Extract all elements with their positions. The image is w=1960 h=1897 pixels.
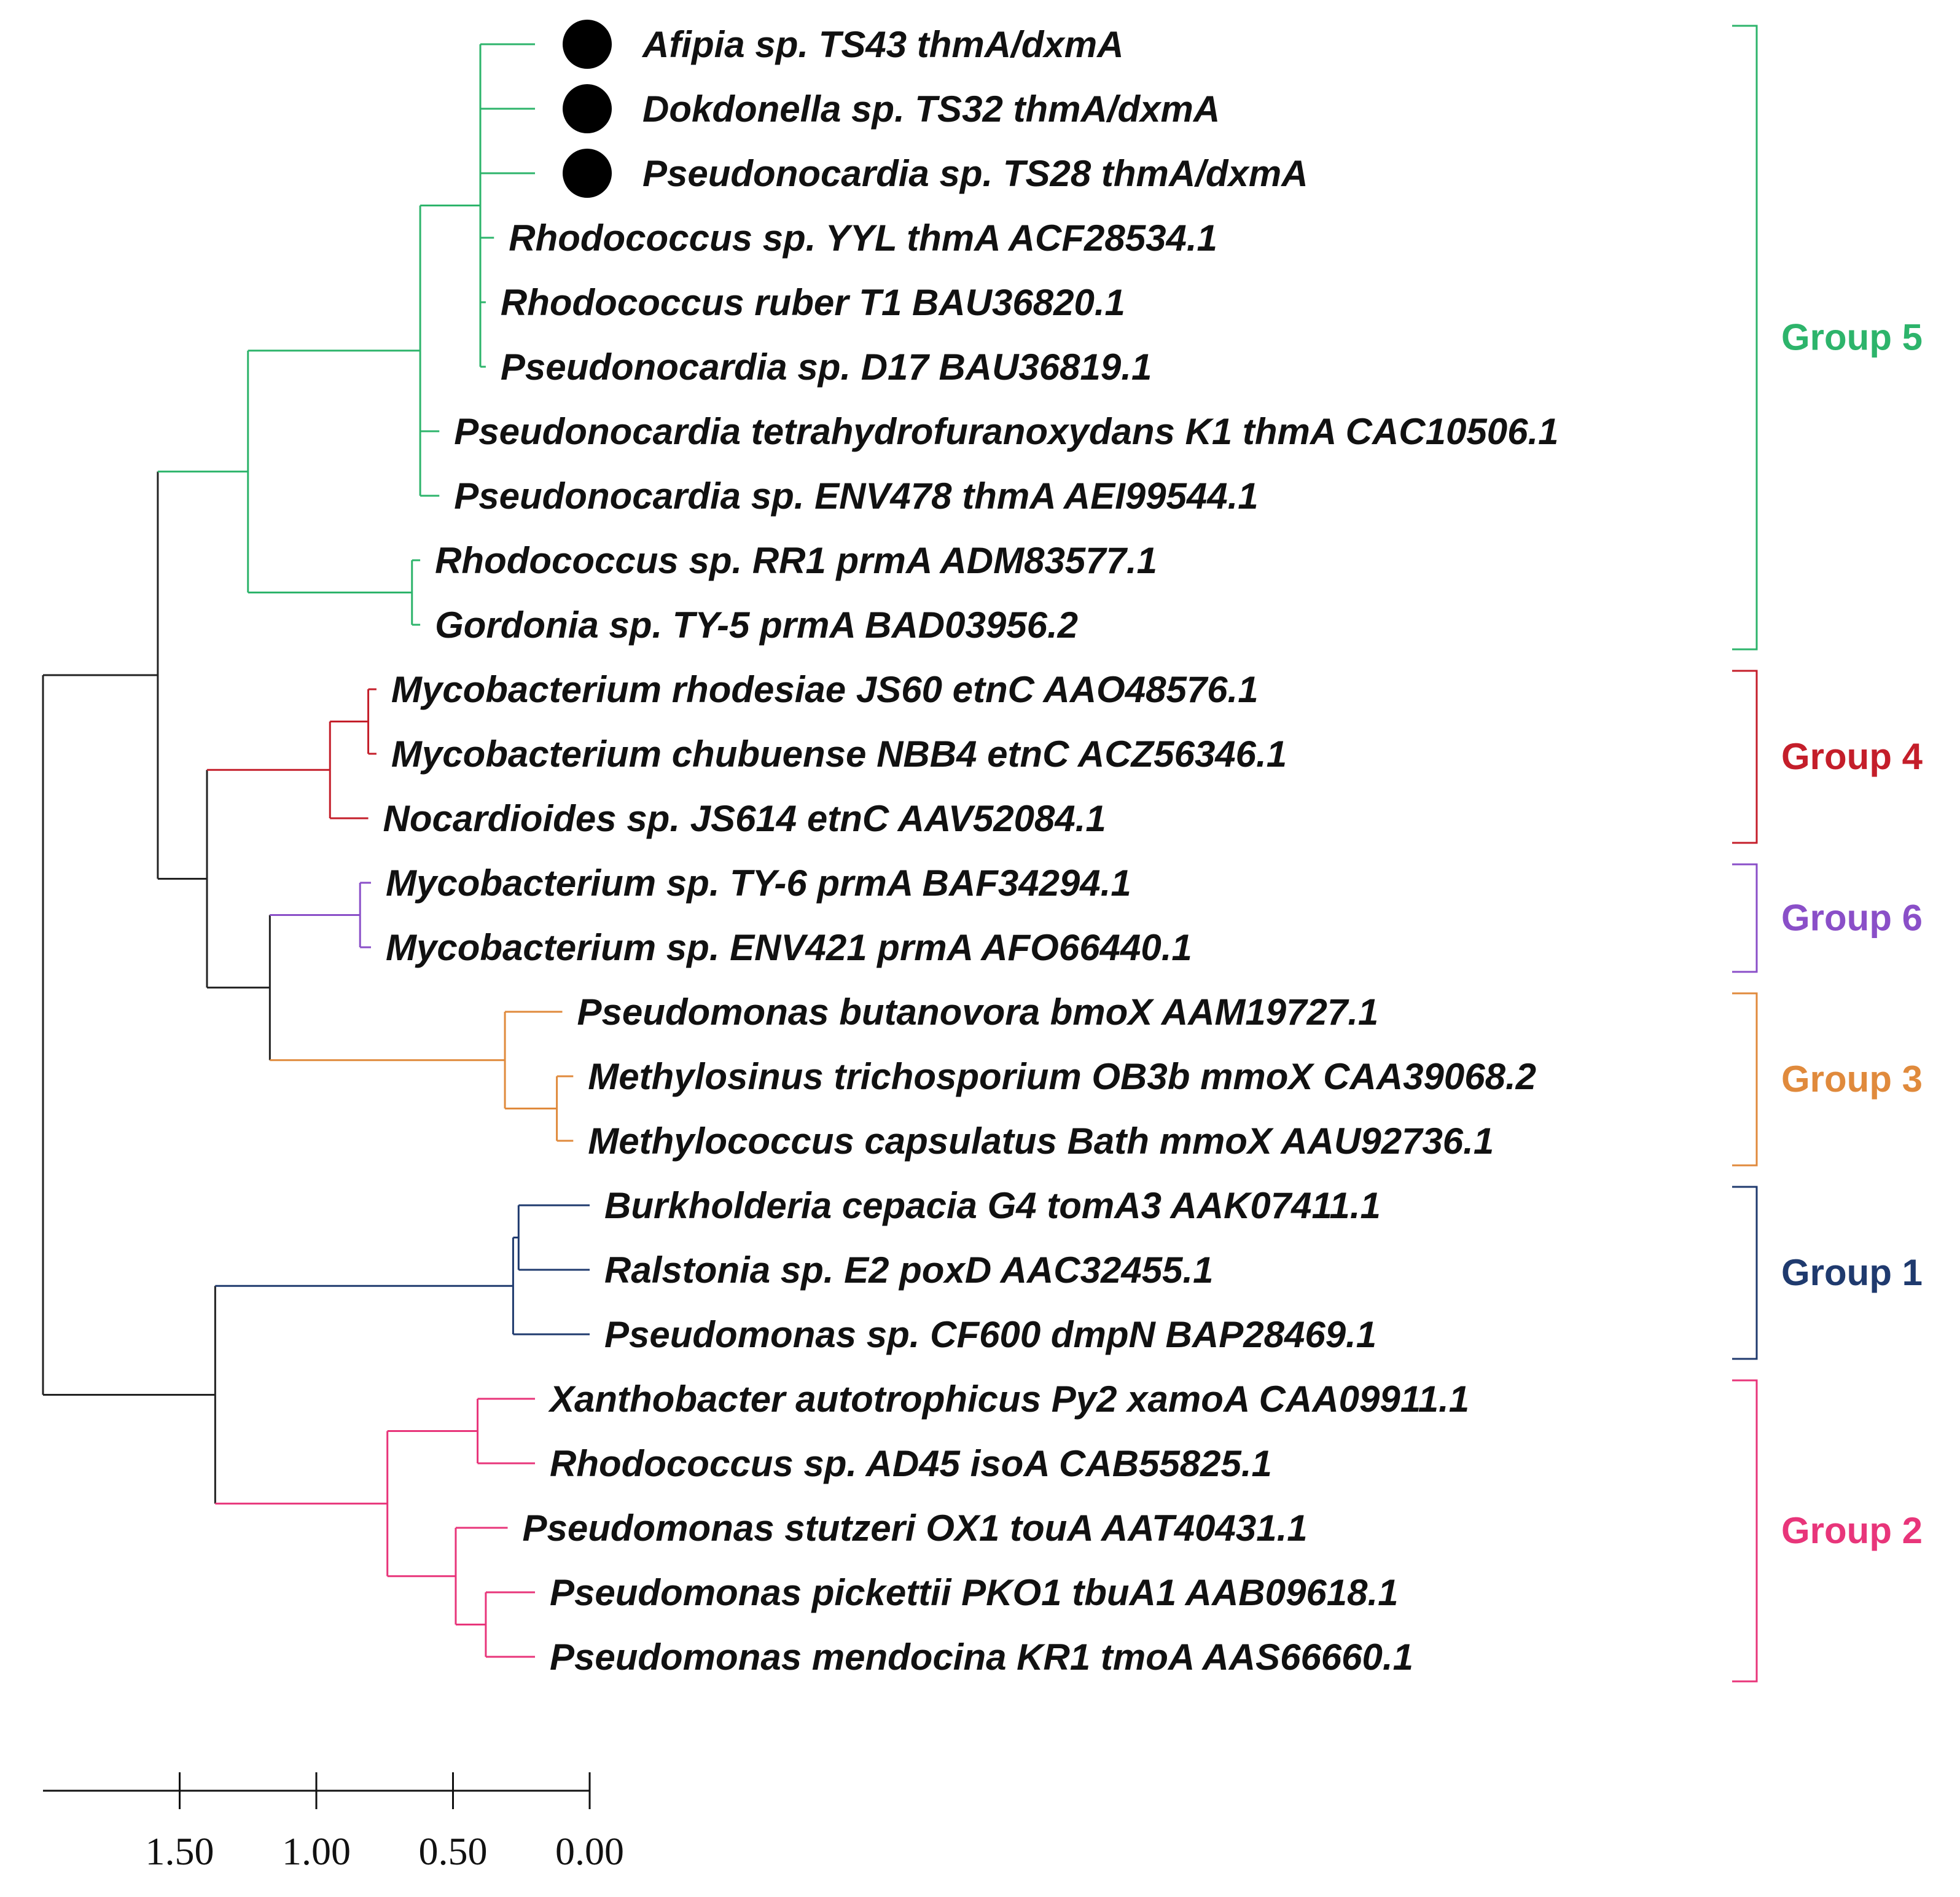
leaf-label-L5: Rhodococcus ruber T1 BAU36820.1 — [501, 282, 1125, 323]
tree-branches — [42, 43, 590, 1658]
group-label-group2: Group 2 — [1781, 1510, 1923, 1551]
scale-tick-label: 1.00 — [282, 1829, 351, 1873]
leaf-label-L13: Nocardioides sp. JS614 etnC AAV52084.1 — [383, 798, 1106, 839]
group-label-group4: Group 4 — [1781, 736, 1923, 777]
bracket-group4 — [1732, 670, 1758, 844]
scale-tick-label: 0.50 — [419, 1829, 488, 1873]
leaf-label-L25: Pseudomonas pickettii PKO1 tbuA1 AAB0961… — [550, 1572, 1399, 1613]
leaf-label-L4: Rhodococcus sp. YYL thmA ACF28534.1 — [509, 217, 1217, 259]
leaf-label-L16: Pseudomonas butanovora bmoX AAM19727.1 — [577, 992, 1379, 1033]
scale-tick-label: 1.50 — [146, 1829, 214, 1873]
bracket-group2 — [1732, 1379, 1758, 1683]
group-label-group6: Group 6 — [1781, 898, 1923, 939]
leaf-label-L15: Mycobacterium sp. ENV421 prmA AFO66440.1 — [386, 927, 1192, 968]
group-label-group1: Group 1 — [1781, 1252, 1923, 1293]
leaf-label-L7: Pseudonocardia tetrahydrofuranoxydans K1… — [454, 411, 1558, 452]
bracket-group1 — [1732, 1186, 1758, 1360]
leaf-label-L26: Pseudomonas mendocina KR1 tmoA AAS66660.… — [550, 1637, 1413, 1678]
bracket-group3 — [1732, 992, 1758, 1167]
leaf-label-L24: Pseudomonas stutzeri OX1 touA AAT40431.1 — [523, 1508, 1308, 1549]
group-label-group3: Group 3 — [1781, 1058, 1923, 1100]
leaf-label-L10: Gordonia sp. TY-5 prmA BAD03956.2 — [435, 604, 1078, 646]
leaf-label-L6: Pseudonocardia sp. D17 BAU36819.1 — [501, 346, 1152, 388]
highlight-circle-marker — [563, 20, 612, 69]
leaf-label-L9: Rhodococcus sp. RR1 prmA ADM83577.1 — [435, 540, 1157, 581]
leaf-label-L12: Mycobacterium chubuense NBB4 etnC ACZ563… — [391, 733, 1287, 775]
highlight-circle-marker — [563, 84, 612, 133]
leaf-label-L3: Pseudonocardia sp. TS28 thmA/dxmA — [642, 153, 1308, 194]
leaf-label-L17: Methylosinus trichosporium OB3b mmoX CAA… — [588, 1056, 1536, 1097]
leaf-label-L8: Pseudonocardia sp. ENV478 thmA AEI99544.… — [454, 475, 1258, 517]
leaf-label-L1: Afipia sp. TS43 thmA/dxmA — [641, 24, 1123, 65]
leaf-labels: Afipia sp. TS43 thmA/dxmA Dokdonella sp. … — [383, 24, 1559, 1678]
scale-tick-label: 0.00 — [555, 1829, 624, 1873]
leaf-label-L21: Pseudomonas sp. CF600 dmpN BAP28469.1 — [604, 1314, 1376, 1355]
leaf-label-L18: Methylococcus capsulatus Bath mmoX AAU92… — [588, 1121, 1494, 1162]
bracket-group5 — [1732, 25, 1758, 651]
highlight-circle-marker — [563, 149, 612, 198]
leaf-label-L22: Xanthobacter autotrophicus Py2 xamoA CAA… — [548, 1379, 1469, 1420]
leaf-label-L20: Ralstonia sp. E2 poxD AAC32455.1 — [604, 1250, 1213, 1291]
leaf-label-L2: Dokdonella sp. TS32 thmA/dxmA — [642, 88, 1220, 130]
group-brackets: Group 5 Group 4 Group 6 Group 3 Group 1 Group… — [1732, 25, 1923, 1683]
leaf-markers — [563, 20, 612, 198]
leaf-label-L11: Mycobacterium rhodesiae JS60 etnC AAO485… — [391, 669, 1259, 710]
scale-bar: 1.50 1.00 0.50 0.00 — [43, 1772, 624, 1873]
leaf-label-L23: Rhodococcus sp. AD45 isoA CAB55825.1 — [550, 1443, 1272, 1484]
group-label-group5: Group 5 — [1781, 317, 1923, 358]
leaf-label-L14: Mycobacterium sp. TY-6 prmA BAF34294.1 — [386, 862, 1131, 904]
leaf-label-L19: Burkholderia cepacia G4 tomA3 AAK07411.1 — [604, 1185, 1381, 1226]
bracket-group6 — [1732, 863, 1758, 973]
